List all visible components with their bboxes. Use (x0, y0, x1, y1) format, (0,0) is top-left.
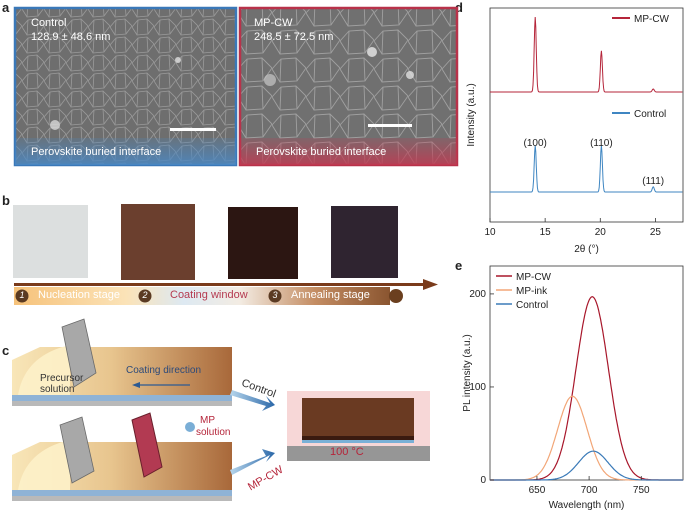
mp-label-line1: MP (200, 415, 215, 426)
precursor-label-line2: solution (40, 384, 75, 395)
pl-ylabel: PL intensity (a.u.) (462, 334, 473, 411)
mp-droplet (185, 422, 195, 432)
film-photo-3 (228, 207, 298, 279)
mpcw-caption: Perovskite buried interface (256, 146, 387, 158)
stage-num-3: 3 (272, 290, 278, 300)
temperature-label: 100 °C (330, 446, 364, 458)
panel-label-e: e (455, 258, 463, 273)
xrd-series-control (490, 145, 683, 193)
precursor-label-line1: Precursor (40, 373, 84, 384)
blade-control (61, 318, 97, 388)
film-photo-1 (13, 205, 88, 278)
stage-label-coating: Coating window (170, 289, 248, 301)
pl-xtick-label-1: 700 (581, 485, 598, 496)
pl-series-control (490, 450, 683, 481)
hotplate (287, 446, 430, 461)
control-title: Control (31, 17, 67, 29)
xrd-series-mp-cw (490, 16, 683, 93)
panel-label-b: b (2, 193, 10, 208)
blade-2-mpcw (131, 412, 163, 478)
arrow-mpcw (230, 449, 275, 475)
panel-label-c: c (2, 343, 10, 358)
scale-bar-mpcw (368, 124, 412, 127)
panel-a-sem (13, 6, 459, 167)
coating-direction-label: Coating direction (126, 365, 202, 376)
stage-num-2: 2 (142, 290, 148, 300)
stage-marker-2 (138, 289, 152, 303)
pl-ytick-label-2: 200 (469, 289, 486, 300)
panel-label-a: a (2, 0, 10, 15)
pl-series-mp-cw (490, 296, 683, 481)
stage-label-annealing: Annealing stage (291, 289, 370, 301)
xrd-legend-control: Control (634, 109, 666, 120)
xrd-xtick-label-0: 10 (484, 227, 496, 238)
pl-legend-control: Control (516, 300, 548, 311)
panel-c-schematic (12, 318, 430, 501)
mpcw-title: MP-CW (254, 17, 293, 29)
scale-bar-control (170, 128, 216, 131)
pl-legend-mp-ink: MP-ink (516, 286, 548, 297)
mpcw-grain-size: 248.5 ± 72.5 nm (254, 31, 334, 43)
xrd-peak-label-1: (110) (590, 138, 613, 149)
pl-ytick-label-0: 0 (480, 475, 486, 486)
stage-bar (14, 287, 390, 305)
pl-chart: 650 700 750 0 100 200 Wavelength (nm) PL intens… (462, 265, 684, 511)
panel-b-photos (13, 204, 438, 305)
stage-label-nucleation: Nucleation stage (38, 289, 120, 301)
control-grain-size: 128.9 ± 48.6 nm (31, 31, 111, 43)
pl-legend-mp-cw: MP-CW (516, 272, 552, 283)
xrd-ylabel: Intensity (a.u.) (466, 83, 477, 146)
film-photo-2 (121, 204, 195, 280)
xrd-chart: 10 15 20 25 2θ (°) Intensity (a.u.) (100) (110)… (466, 7, 684, 255)
pl-series-mp-ink (490, 395, 683, 481)
panel-label-d: d (455, 0, 463, 15)
blade-1-mpcw (59, 416, 95, 484)
pl-xtick-label-0: 650 (529, 485, 546, 496)
xrd-peak-label-0: (100) (524, 138, 547, 149)
xrd-legend-mpcw: MP-CW (634, 14, 670, 25)
xrd-xlabel: 2θ (°) (574, 244, 599, 255)
control-caption: Perovskite buried interface (31, 146, 162, 158)
pl-xlabel: Wavelength (nm) (549, 500, 625, 511)
arrow-control (230, 390, 275, 411)
xrd-xtick-label-2: 20 (595, 227, 607, 238)
xrd-plot-frame (489, 7, 684, 223)
film-photo-4 (331, 206, 398, 278)
xrd-peak-label-2: (111) (642, 176, 664, 187)
pl-plot-frame (489, 265, 684, 481)
mp-label-line2: solution (196, 427, 231, 438)
stage-num-1: 1 (19, 290, 25, 300)
pl-ytick-label-1: 100 (469, 382, 486, 393)
stage-marker-1 (15, 289, 29, 303)
stage-marker-3 (268, 289, 282, 303)
annealed-film (302, 398, 414, 436)
pl-xtick-label-2: 750 (633, 485, 650, 496)
xrd-xtick-label-1: 15 (540, 227, 552, 238)
stage-marker-end (389, 289, 403, 303)
xrd-xtick-label-3: 25 (650, 227, 662, 238)
